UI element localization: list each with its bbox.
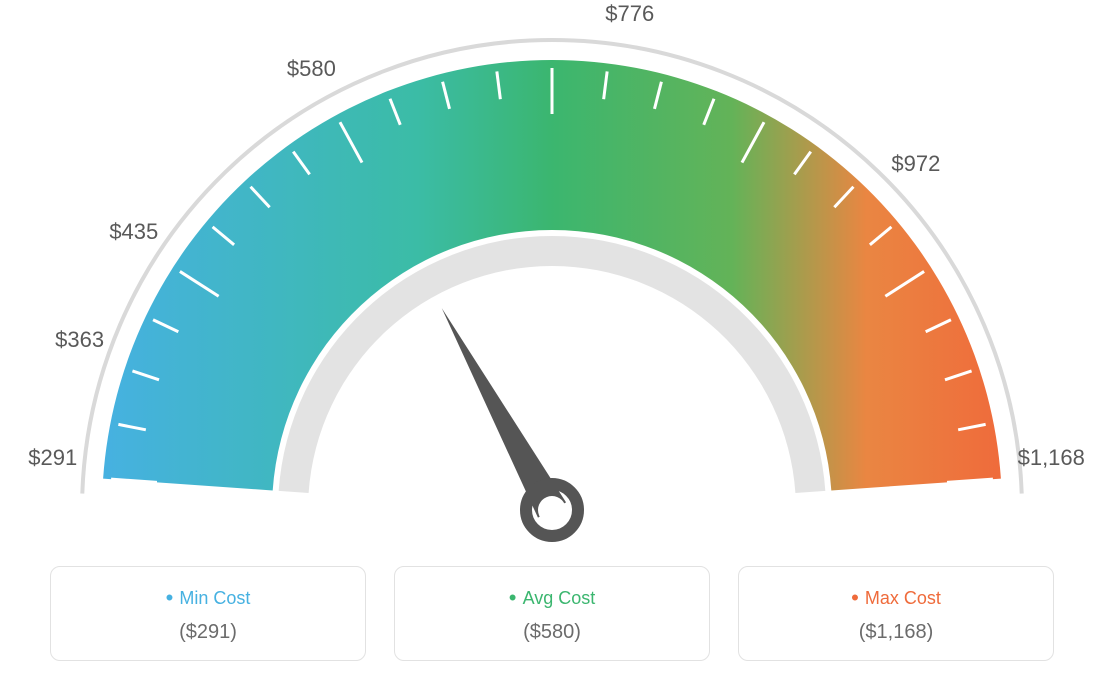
legend-max-label: Max Cost: [749, 585, 1043, 611]
legend-avg-value: ($580): [405, 621, 699, 644]
legend-card-avg: Avg Cost ($580): [394, 566, 710, 661]
legend-avg-label: Avg Cost: [405, 585, 699, 611]
legend-card-max: Max Cost ($1,168): [738, 566, 1054, 661]
gauge-tick-label: $435: [109, 219, 158, 245]
legend-card-min: Min Cost ($291): [50, 566, 366, 661]
legend-min-value: ($291): [61, 621, 355, 644]
legend-row: Min Cost ($291) Avg Cost ($580) Max Cost…: [0, 566, 1104, 661]
legend-max-value: ($1,168): [749, 621, 1043, 644]
gauge-svg: [0, 0, 1104, 560]
legend-min-label: Min Cost: [61, 585, 355, 611]
gauge-tick-label: $1,168: [1018, 445, 1085, 471]
gauge-tick-label: $776: [605, 1, 654, 27]
gauge-tick-label: $291: [28, 445, 77, 471]
gauge-tick-label: $363: [55, 327, 104, 353]
gauge-tick-label: $580: [287, 56, 336, 82]
gauge-tick-label: $972: [891, 151, 940, 177]
gauge-chart: $291 $363 $435 $580 $776 $972 $1,168: [0, 0, 1104, 560]
